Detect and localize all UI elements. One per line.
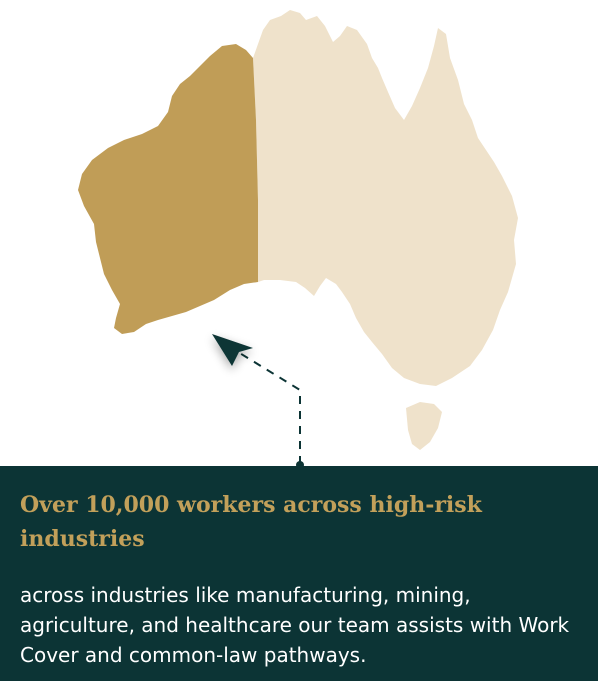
region-western-australia (78, 44, 258, 334)
card-title: Over 10,000 workers across high-risk ind… (20, 492, 482, 552)
card-body: across industries like manufacturing, mi… (20, 583, 570, 667)
info-card: Over 10,000 workers across high-risk ind… (0, 466, 598, 681)
region-tasmania (406, 402, 442, 450)
australia-map (78, 10, 518, 469)
dashed-connector (237, 351, 301, 464)
region-eastern-australia (253, 10, 518, 386)
pointer-arrow-icon (212, 334, 253, 366)
